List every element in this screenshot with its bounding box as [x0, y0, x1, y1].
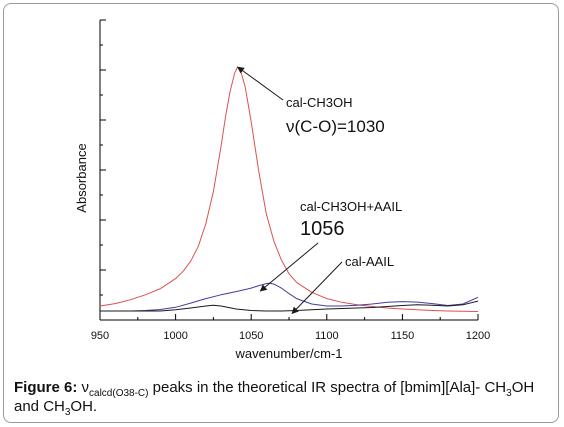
series-line-cal-aail [100, 300, 479, 312]
figure-caption: Figure 6: νcalcd(O38-C) peaks in the the… [14, 378, 554, 418]
caption-sub-3a: 3 [506, 388, 512, 399]
ir-spectrum-chart: 950 1000 1050 1100 1150 1200 wavenumber/cm-1 Ab… [74, 19, 490, 361]
x-tick-label: 1150 [391, 330, 415, 342]
caption-text-end: OH. [70, 398, 98, 415]
annotation-cal-aail-line-1: cal-AAIL [345, 254, 394, 269]
caption-nu: ν [81, 379, 90, 396]
caption-sub-3b: 3 [64, 407, 71, 418]
series-line-cal-ch3oh-aail [100, 282, 479, 312]
caption-figure-label: Figure 6: [14, 379, 78, 396]
x-tick-label: 1100 [315, 330, 339, 342]
figure-frame [3, 3, 559, 423]
annotation-cal-ch3oh-aail-line-2: 1056 [300, 218, 345, 240]
annotation-cal-ch3oh-aail-arrow [259, 242, 319, 292]
x-tick-label: 1000 [163, 330, 187, 342]
caption-text-oh-and: OH and CH [14, 379, 535, 415]
x-tick-label: 1200 [466, 330, 490, 342]
annotation-cal-ch3oh-aail-line-1: cal-CH3OH+AAIL [300, 199, 402, 214]
series-line-cal-ch3oh [99, 66, 479, 312]
caption-text-before-formula: peaks in the theoretical IR spectra of [… [148, 379, 507, 396]
annotation-cal-ch3oh-line-1: cal-CH3OH [286, 95, 352, 110]
caption-nu-subscript: calcd(O38-C) [89, 388, 149, 399]
annotation-cal-ch3oh-arrow [237, 66, 284, 101]
x-tick-label: 950 [91, 330, 109, 342]
annotation-cal-aail-arrow [291, 261, 343, 315]
y-axis-label: Absorbance [74, 143, 89, 212]
x-tick-label: 1050 [239, 330, 263, 342]
annotation-cal-ch3oh-line-2: ν(C-O)=1030 [286, 117, 385, 136]
x-axis-label: wavenumber/cm-1 [235, 346, 343, 361]
